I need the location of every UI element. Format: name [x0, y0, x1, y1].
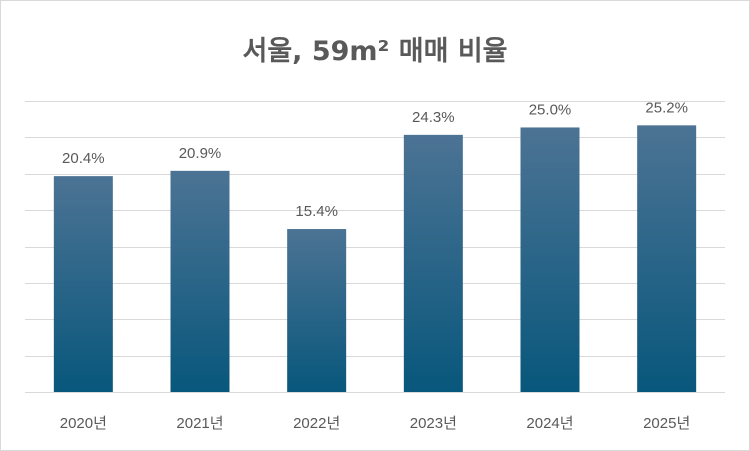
x-tick-label: 2023년	[410, 415, 457, 432]
bar-2025년	[637, 125, 697, 392]
x-tick-label: 2022년	[293, 415, 340, 432]
gridlines	[25, 101, 725, 393]
bars	[53, 125, 697, 393]
data-label: 24.3%	[412, 109, 455, 126]
data-label: 15.4%	[295, 203, 338, 220]
x-tick-label: 2024년	[526, 415, 573, 432]
bar-2024년	[520, 127, 580, 393]
bar-2023년	[403, 134, 463, 392]
x-axis-labels: 2020년 2021년 2022년 2023년 2024년 2025년	[60, 415, 691, 432]
data-label: 20.4%	[62, 150, 105, 167]
data-labels: 20.4% 20.9% 15.4% 24.3% 25.0% 25.2%	[62, 99, 688, 220]
bar-2020년	[53, 176, 113, 392]
x-tick-label: 2021년	[176, 415, 223, 432]
data-label: 25.0%	[529, 101, 572, 118]
bar-2021년	[170, 170, 230, 392]
data-label: 25.2%	[645, 99, 688, 116]
chart-title: 서울, 59m² 매매 비율	[242, 36, 508, 67]
bar-2022년	[287, 229, 347, 392]
data-label: 20.9%	[179, 145, 222, 162]
x-tick-label: 2025년	[643, 415, 690, 432]
x-tick-label: 2020년	[60, 415, 107, 432]
